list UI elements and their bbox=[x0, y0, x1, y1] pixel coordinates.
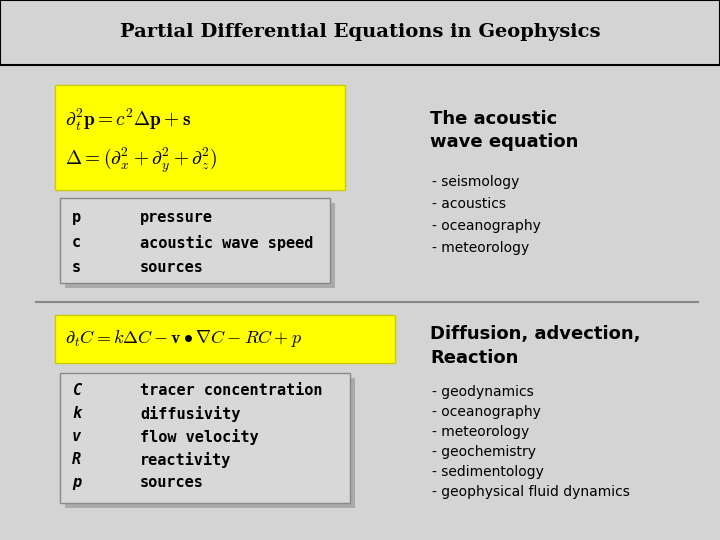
Text: - geochemistry: - geochemistry bbox=[432, 445, 536, 459]
Text: $\Delta = (\partial_x^2 + \partial_y^2 + \partial_z^2)$: $\Delta = (\partial_x^2 + \partial_y^2 +… bbox=[65, 145, 217, 174]
FancyBboxPatch shape bbox=[65, 203, 335, 288]
Text: v: v bbox=[72, 429, 81, 444]
Text: c: c bbox=[72, 235, 81, 251]
Text: - seismology: - seismology bbox=[432, 175, 519, 189]
Text: The acoustic
wave equation: The acoustic wave equation bbox=[430, 110, 578, 151]
Text: - oceanography: - oceanography bbox=[432, 405, 541, 419]
Text: tracer concentration: tracer concentration bbox=[140, 383, 323, 399]
Text: - acoustics: - acoustics bbox=[432, 197, 506, 211]
Text: - geodynamics: - geodynamics bbox=[432, 385, 534, 399]
Text: diffusivity: diffusivity bbox=[140, 406, 240, 422]
FancyBboxPatch shape bbox=[60, 198, 330, 283]
Text: - meteorology: - meteorology bbox=[432, 425, 529, 439]
FancyBboxPatch shape bbox=[55, 315, 395, 363]
Text: - geophysical fluid dynamics: - geophysical fluid dynamics bbox=[432, 485, 630, 499]
Text: acoustic wave speed: acoustic wave speed bbox=[140, 235, 313, 251]
Text: reactivity: reactivity bbox=[140, 452, 231, 468]
Text: k: k bbox=[72, 407, 81, 421]
Text: s: s bbox=[72, 260, 81, 275]
FancyBboxPatch shape bbox=[55, 85, 345, 190]
Text: p: p bbox=[72, 211, 81, 225]
FancyBboxPatch shape bbox=[65, 378, 355, 508]
Text: sources: sources bbox=[140, 260, 204, 275]
Text: flow velocity: flow velocity bbox=[140, 429, 258, 445]
Text: R: R bbox=[72, 453, 81, 468]
Text: - meteorology: - meteorology bbox=[432, 241, 529, 255]
Text: C: C bbox=[72, 383, 81, 399]
Text: - sedimentology: - sedimentology bbox=[432, 465, 544, 479]
Text: Partial Differential Equations in Geophysics: Partial Differential Equations in Geophy… bbox=[120, 23, 600, 42]
Text: pressure: pressure bbox=[140, 211, 213, 225]
Text: $\partial_t C = k\Delta C - \mathbf{v}\bullet\nabla C - RC + p$: $\partial_t C = k\Delta C - \mathbf{v}\b… bbox=[65, 328, 302, 349]
FancyBboxPatch shape bbox=[60, 373, 350, 503]
Text: p: p bbox=[72, 476, 81, 490]
Text: sources: sources bbox=[140, 476, 204, 490]
Text: - oceanography: - oceanography bbox=[432, 219, 541, 233]
Text: Diffusion, advection,
Reaction: Diffusion, advection, Reaction bbox=[430, 325, 641, 367]
Text: $\partial_t^2\mathbf{p} = c^2\Delta\mathbf{p} + \mathbf{s}$: $\partial_t^2\mathbf{p} = c^2\Delta\math… bbox=[65, 107, 192, 133]
